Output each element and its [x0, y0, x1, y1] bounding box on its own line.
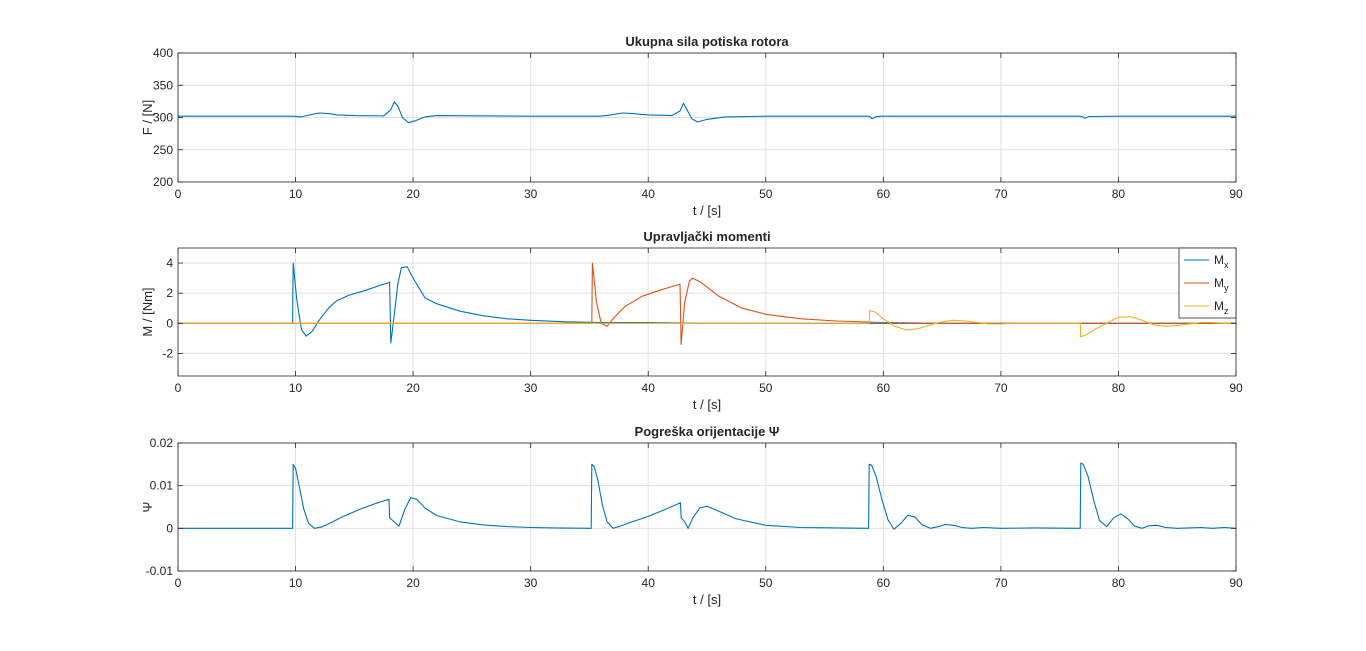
y-tick-label: 0.02 [150, 436, 174, 450]
x-tick-label: 90 [1229, 381, 1243, 395]
y-tick-label: -0.01 [146, 564, 174, 578]
subplot-1: 0 10 20 30 40 50 60 70 80 90 200 250 300 350 400 Ukupna… [140, 34, 1243, 218]
subplot-2: 0 10 20 30 40 50 60 70 80 90 -2 0 2 4 Upravljački mome… [140, 229, 1243, 412]
x-tick-label: 40 [642, 576, 656, 590]
x-tick-label: 60 [877, 187, 891, 201]
series-line-1 [178, 462, 1236, 530]
x-tick-label: 80 [1112, 576, 1126, 590]
x-tick-label: 80 [1112, 381, 1126, 395]
x-tick-label: 0 [175, 381, 182, 395]
axes-box [177, 442, 1237, 572]
x-tick-label: 90 [1229, 187, 1243, 201]
x-tick-label: 20 [406, 576, 420, 590]
chart-title: Pogreška orijentacije Ψ [635, 424, 780, 439]
x-tick-label: 30 [524, 576, 538, 590]
x-tick-label: 0 [175, 187, 182, 201]
series-line-1 [178, 101, 1236, 124]
x-tick-label: 10 [289, 576, 303, 590]
y-axis-label: M / [Nm] [140, 287, 155, 336]
x-tick-label: 50 [759, 187, 773, 201]
x-axis-label: t / [s] [693, 592, 721, 607]
chart-title: Ukupna sila potiska rotora [625, 34, 789, 49]
y-tick-label: -2 [162, 346, 173, 360]
y-tick-label: 0 [166, 521, 173, 535]
chart-title: Upravljački momenti [643, 229, 770, 244]
x-tick-label: 40 [642, 381, 656, 395]
x-tick-label: 50 [759, 381, 773, 395]
x-tick-label: 50 [759, 576, 773, 590]
x-tick-label: 20 [406, 187, 420, 201]
x-tick-label: 30 [524, 381, 538, 395]
x-tick-label: 70 [994, 187, 1008, 201]
y-tick-label: 0.01 [150, 479, 174, 493]
y-tick-label: 350 [153, 78, 173, 92]
x-axis-label: t / [s] [693, 397, 721, 412]
y-tick-label: 400 [153, 46, 173, 60]
x-tick-label: 40 [642, 187, 656, 201]
series-line-mz [178, 309, 1236, 338]
x-tick-label: 90 [1229, 576, 1243, 590]
series-line-mx [178, 262, 1236, 344]
x-axis-label: t / [s] [693, 203, 721, 218]
x-tick-label: 60 [877, 381, 891, 395]
x-tick-label: 60 [877, 576, 891, 590]
y-tick-label: 0 [166, 316, 173, 330]
y-tick-label: 4 [166, 256, 173, 270]
x-tick-label: 70 [994, 381, 1008, 395]
subplot-3: 0 10 20 30 40 50 60 70 80 90-0.0100.010.02Pogrešk… [140, 424, 1243, 607]
y-tick-label: 2 [166, 286, 173, 300]
y-axis-label: F / [N] [140, 100, 155, 135]
x-tick-label: 10 [289, 187, 303, 201]
plot-area [178, 443, 1236, 571]
x-tick-label: 70 [994, 576, 1008, 590]
plot-area [178, 248, 1236, 376]
x-tick-label: 80 [1112, 187, 1126, 201]
x-tick-label: 10 [289, 381, 303, 395]
y-tick-label: 300 [153, 111, 173, 125]
y-axis-label: Ψ [140, 502, 155, 513]
x-tick-label: 20 [406, 381, 420, 395]
x-tick-label: 0 [175, 576, 182, 590]
y-tick-label: 200 [153, 175, 173, 189]
x-tick-label: 30 [524, 187, 538, 201]
y-tick-label: 250 [153, 143, 173, 157]
